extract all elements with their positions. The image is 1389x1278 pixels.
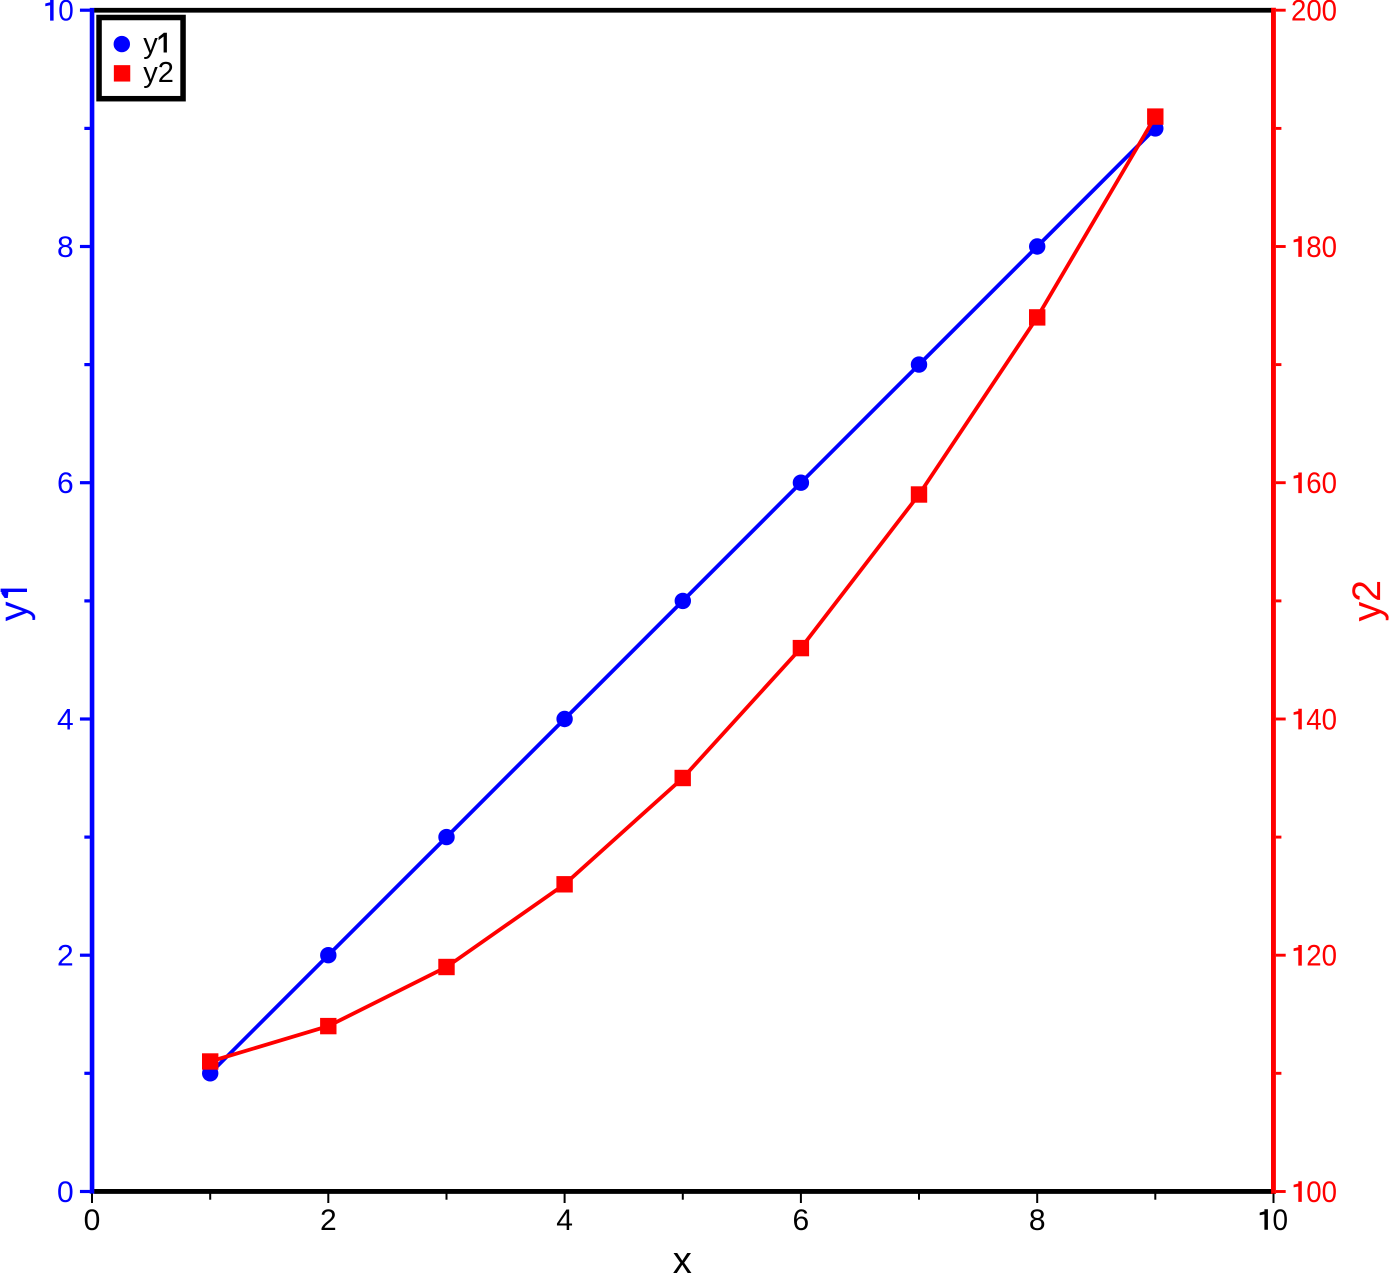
- svg-text:8: 8: [1029, 1204, 1046, 1237]
- svg-text:2: 2: [57, 940, 74, 973]
- svg-text:y2: y2: [143, 57, 174, 89]
- svg-text:8: 8: [57, 231, 74, 264]
- svg-text:60: 60: [1306, 467, 1337, 500]
- svg-text:6: 6: [793, 1204, 810, 1237]
- svg-text:y2: y2: [1345, 580, 1389, 622]
- svg-text:00: 00: [1306, 1176, 1337, 1209]
- svg-text:20: 20: [1306, 940, 1337, 973]
- svg-text:x: x: [673, 1239, 692, 1273]
- svg-text:40: 40: [1306, 703, 1337, 736]
- svg-text:0: 0: [57, 1176, 74, 1209]
- svg-text:4: 4: [556, 1204, 573, 1237]
- svg-text:y: y: [0, 601, 36, 621]
- svg-text:0: 0: [58, 0, 73, 28]
- svg-text:6: 6: [57, 467, 74, 500]
- svg-text:80: 80: [1306, 231, 1337, 264]
- svg-text:0: 0: [1273, 1204, 1289, 1237]
- svg-text:200: 200: [1291, 0, 1337, 28]
- svg-text:0: 0: [84, 1204, 101, 1237]
- svg-text:y: y: [143, 28, 158, 60]
- svg-text:4: 4: [57, 703, 74, 736]
- svg-text:2: 2: [320, 1204, 337, 1237]
